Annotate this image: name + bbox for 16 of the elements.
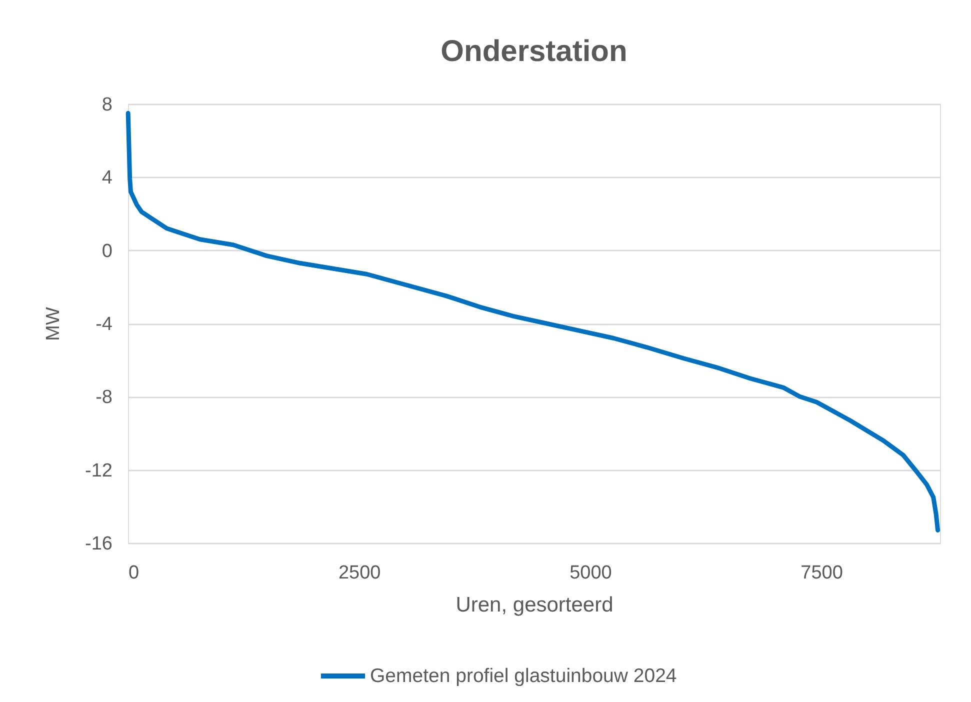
x-tick-label: 0 — [128, 562, 140, 584]
x-tick-label: 7500 — [800, 562, 843, 584]
y-tick-label: 0 — [102, 240, 112, 262]
x-tick-label: 5000 — [570, 562, 612, 584]
y-tick-label: 4 — [102, 168, 113, 189]
line-series — [126, 110, 940, 532]
x-axis-title: Uren, gesorteerd — [456, 594, 614, 616]
y-tick-label: -4 — [96, 314, 113, 335]
y-axis-title: MW — [43, 307, 64, 341]
y-tick-label: -12 — [85, 460, 112, 482]
legend-label: Gemeten profiel glastuinbouw 2024 — [370, 665, 677, 687]
y-tick-label: -16 — [85, 534, 112, 554]
x-tick-label: 2500 — [338, 562, 381, 584]
chart-title: Onderstation — [440, 35, 628, 68]
y-tick-label: -8 — [96, 387, 112, 408]
y-tick-label: 8 — [102, 94, 112, 116]
